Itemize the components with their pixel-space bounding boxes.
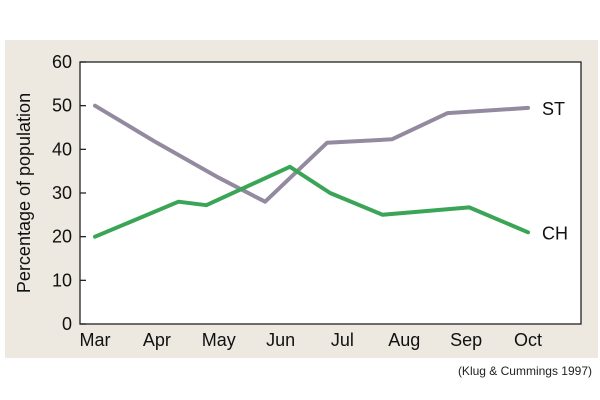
y-tick-label: 30 xyxy=(52,183,72,203)
chart-labels: 0 10 20 30 40 50 60 Mar Apr May Jun Jul Aug Sep Oct Per… xyxy=(14,52,568,350)
series-line-ch xyxy=(93,164,530,239)
x-tick-label: Aug xyxy=(388,330,420,350)
y-tick-label: 50 xyxy=(52,96,72,116)
x-tick-label: Sep xyxy=(450,330,482,350)
x-tick-label: Jun xyxy=(266,330,295,350)
y-tick-label: 10 xyxy=(52,270,72,290)
series-label-st: ST xyxy=(542,99,565,119)
y-tick-label: 40 xyxy=(52,139,72,159)
series-lines xyxy=(93,103,530,239)
x-tick-label: Jul xyxy=(331,330,354,350)
y-tick-label: 20 xyxy=(52,227,72,247)
x-tick-label: May xyxy=(202,330,236,350)
y-axis-title: Percentage of population xyxy=(14,93,34,293)
series-label-ch: CH xyxy=(542,223,568,243)
y-tick-label: 0 xyxy=(62,314,72,334)
x-tick-label: Oct xyxy=(514,330,542,350)
y-tick-label: 60 xyxy=(52,52,72,72)
x-tick-label: Mar xyxy=(80,330,111,350)
source-citation: (Klug & Cummings 1997) xyxy=(457,364,592,378)
x-tick-label: Apr xyxy=(143,330,171,350)
